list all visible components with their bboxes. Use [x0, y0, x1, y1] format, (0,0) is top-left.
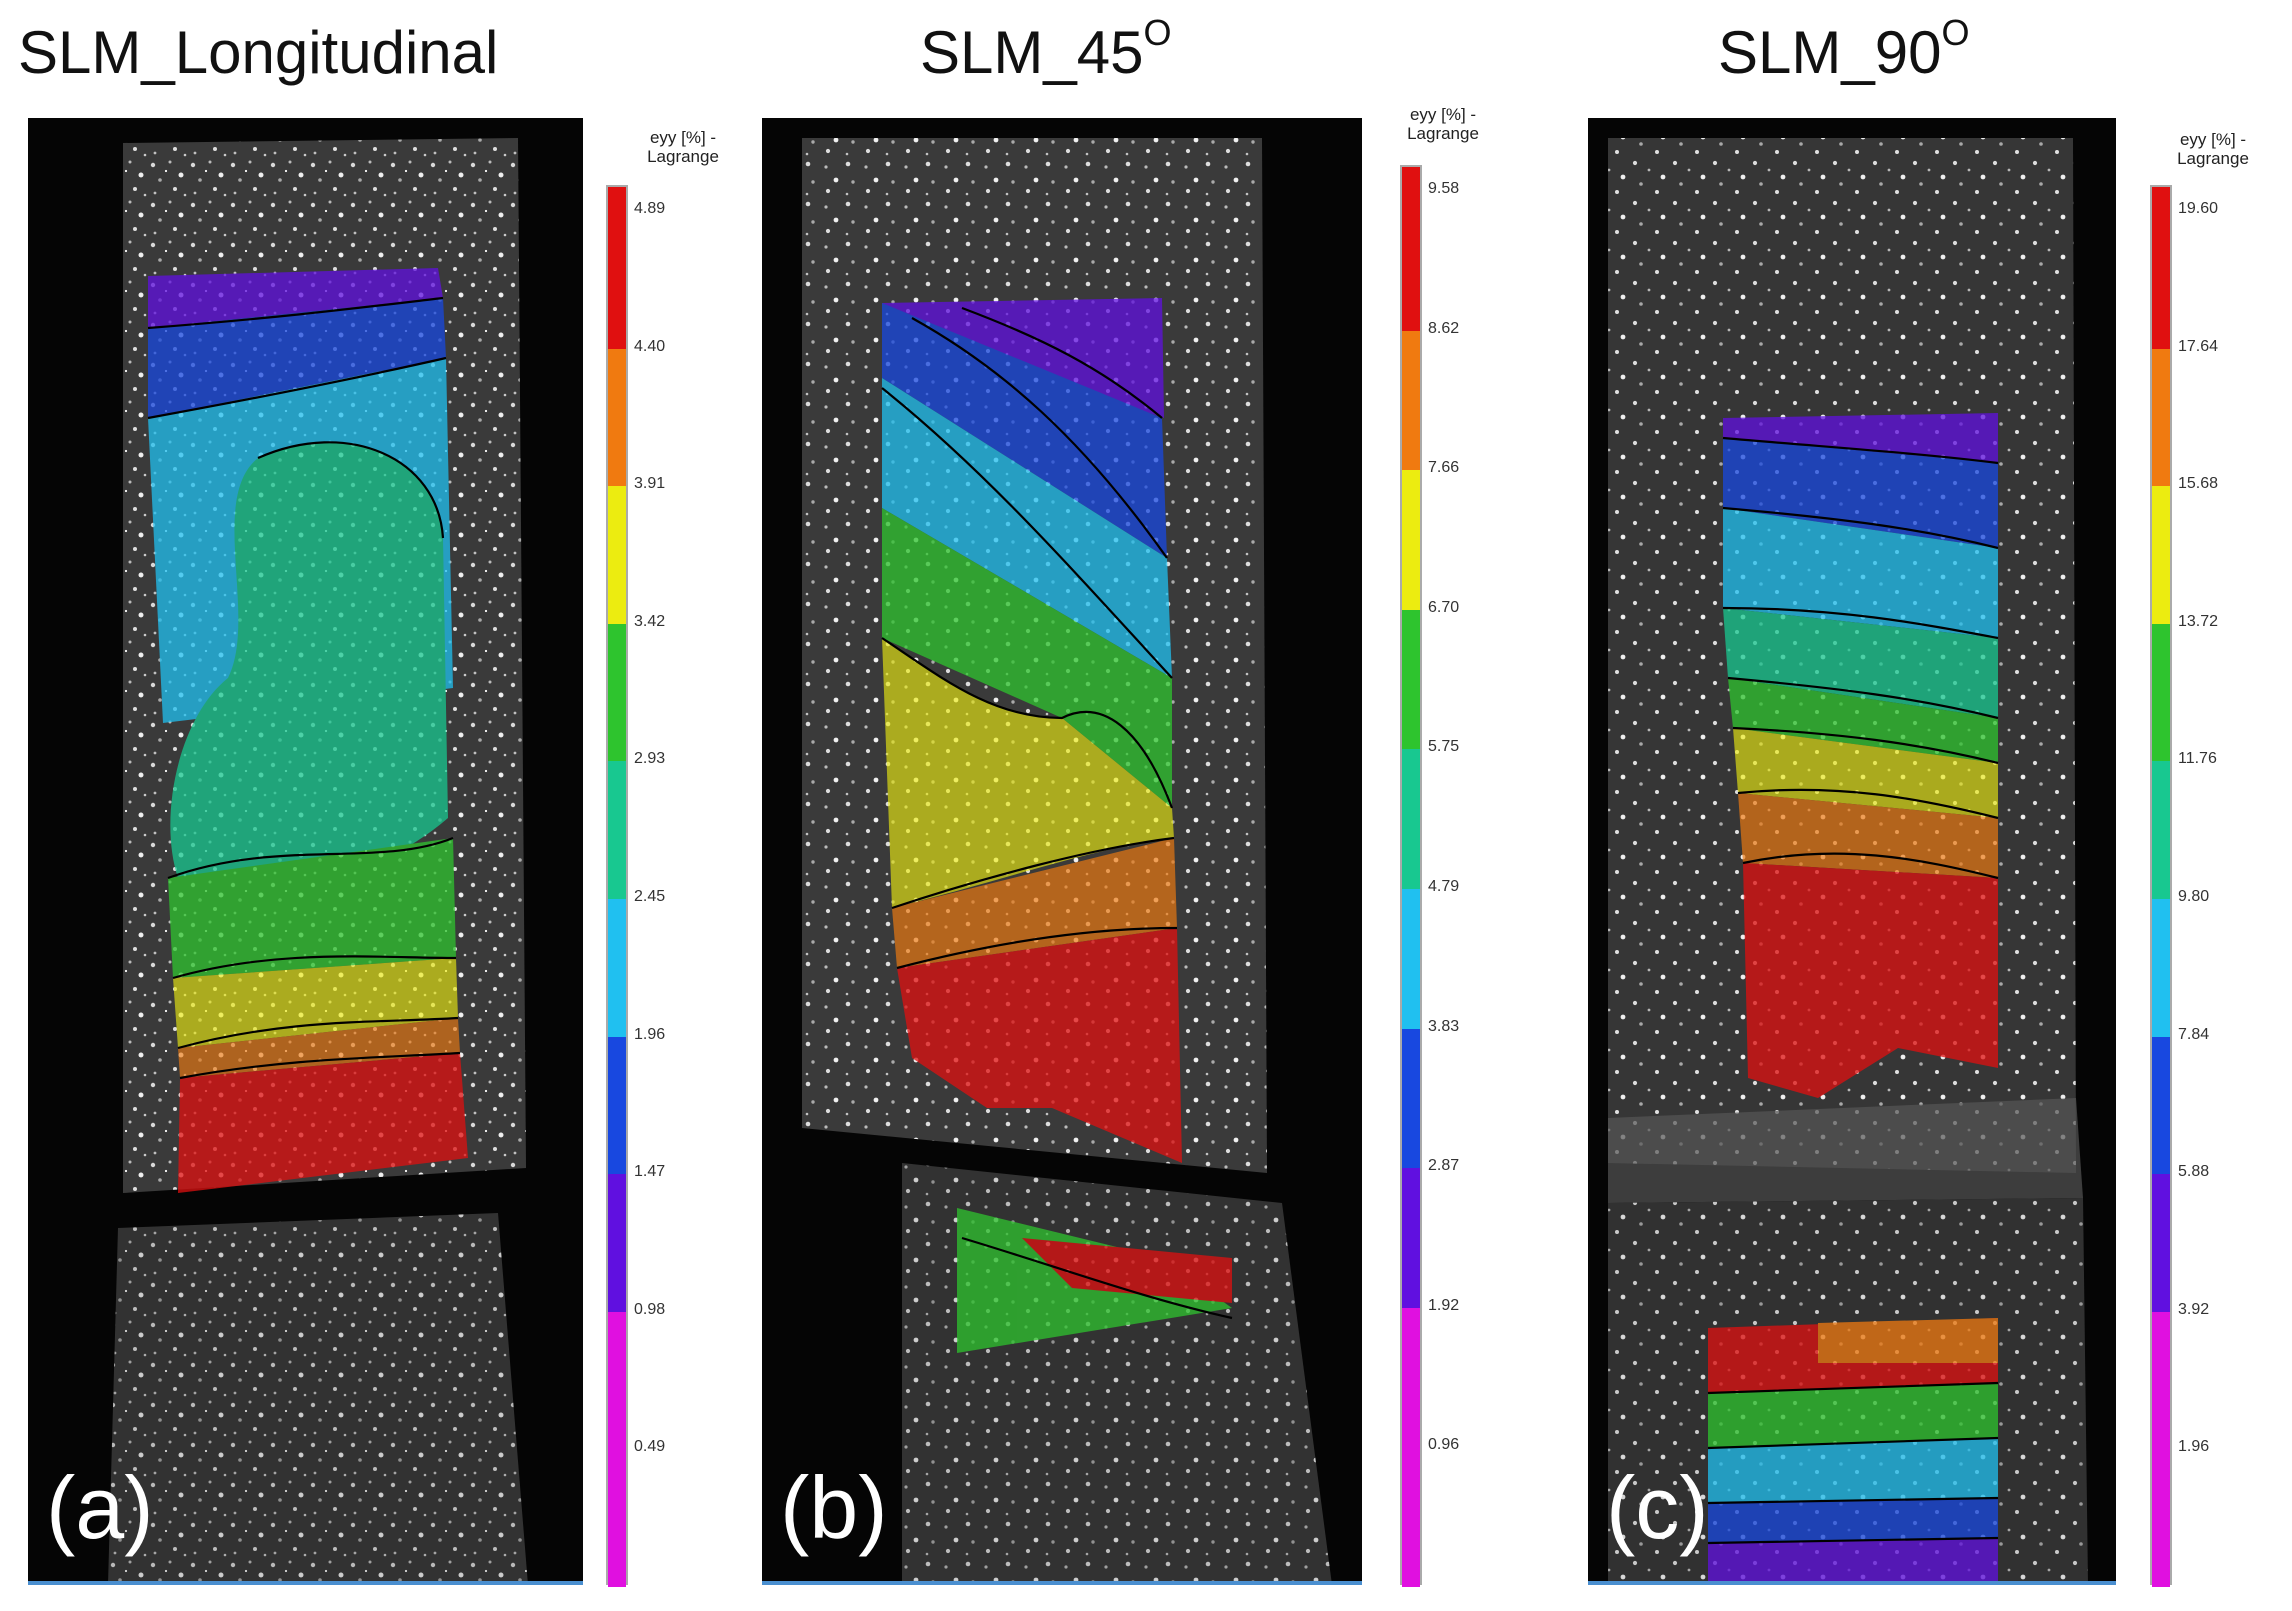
colorbar-segment	[1402, 1307, 1420, 1448]
panel-c-colorbar	[2150, 185, 2172, 1587]
colorbar-tick-label: 2.87	[1428, 1157, 1460, 1175]
colorbar-tick-label: 15.68	[2178, 475, 2219, 493]
contour-lines	[881, 306, 1233, 1320]
contour-overlay	[1708, 413, 1998, 1585]
panel-a-colorbar-title: eyy [%] - Lagrange	[647, 128, 719, 166]
colorbar-segment	[2152, 761, 2170, 899]
colorbar-tick-label: 9.80	[2178, 888, 2210, 905]
colorbar-segment	[608, 1449, 626, 1587]
colorbar-segment-top	[2152, 187, 2170, 211]
colorbar-segment	[608, 1036, 626, 1175]
colorbar-tick-label: 6.70	[1428, 598, 1460, 616]
colorbar-tick-label: 4.89	[634, 200, 666, 217]
panel-a-strain-image: (a)	[28, 118, 583, 1585]
colorbar-segment	[2152, 348, 2170, 487]
colorbar-segment	[2152, 1311, 2170, 1450]
colorbar-tick-label: 0.96	[1428, 1436, 1460, 1454]
colorbar-segment	[2152, 1036, 2170, 1175]
colorbar-tick-label: 4.79	[1428, 878, 1460, 895]
colorbar-segment	[608, 348, 626, 487]
colorbar-tick-label: 1.96	[634, 1025, 666, 1043]
colorbar-tick-label: 13.72	[2178, 612, 2219, 630]
colorbar-segment	[2152, 1174, 2170, 1312]
panel-a-label: (a)	[46, 1458, 154, 1557]
panel-b-bottom-line	[762, 1581, 1362, 1585]
panel-b-colorbar-title: eyy [%] - Lagrange	[1407, 105, 1479, 143]
colorbar-segment	[1402, 889, 1420, 1029]
panel-c-title: SLM_90O	[1718, 12, 1970, 86]
colorbar-segment	[1402, 1447, 1420, 1587]
colorbar-segment	[1402, 1168, 1420, 1308]
panel-c-colorbar-title: eyy [%] - Lagrange	[2177, 130, 2249, 168]
colorbar-tick-label: 7.66	[1428, 459, 1460, 477]
colorbar-segment	[2152, 899, 2170, 1037]
colorbar-segment	[2152, 486, 2170, 624]
colorbar-segment	[1402, 470, 1420, 610]
colorbar-tick-label: 5.75	[1428, 738, 1460, 756]
colorbar-segment	[1402, 191, 1420, 331]
colorbar-tick-label: 19.60	[2178, 200, 2219, 217]
colorbar-tick-label: 4.40	[634, 337, 666, 355]
panel-a-title: SLM_Longitudinal	[18, 19, 499, 86]
colorbar-segment	[2152, 623, 2170, 762]
colorbar-tick-label: 17.64	[2178, 337, 2219, 355]
colorbar-tick-label: 3.83	[1428, 1017, 1460, 1035]
colorbar-segment-top	[608, 187, 626, 211]
colorbar-tick-label: 3.91	[634, 475, 666, 493]
contour-lines	[147, 296, 461, 1080]
colorbar-tick-label: 1.96	[2178, 1438, 2210, 1456]
panel-c-strain-image: (c)	[1588, 118, 2116, 1585]
panel-b-specimen-svg	[802, 138, 1332, 1585]
colorbar-tick-label: 11.76	[2178, 750, 2217, 768]
colorbar-segment	[608, 486, 626, 624]
contour-overlay	[882, 298, 1232, 1353]
contour-lines	[1707, 436, 1999, 1545]
colorbar-tick-label: 1.92	[1428, 1296, 1460, 1314]
panel-a-colorbar	[606, 185, 628, 1587]
colorbar-tick-label: 3.42	[634, 612, 666, 630]
panel-b-colorbar	[1400, 165, 1422, 1587]
colorbar-segment	[1402, 1028, 1420, 1169]
colorbar-segment-top	[1402, 167, 1420, 191]
panel-b-strain-image: (b)	[762, 118, 1362, 1585]
colorbar-segment	[1402, 609, 1420, 750]
panel-b-title: SLM_45O	[920, 12, 1172, 86]
colorbar-tick-label: 2.93	[634, 750, 666, 768]
colorbar-segment	[608, 1174, 626, 1312]
colorbar-tick-label: 1.47	[634, 1163, 666, 1181]
colorbar-segment	[2152, 1449, 2170, 1587]
panel-c-bottom-line	[1588, 1581, 2116, 1585]
colorbar-tick-label: 5.88	[2178, 1163, 2210, 1181]
panel-a-specimen-svg	[108, 138, 528, 1585]
colorbar-tick-label: 7.84	[2178, 1025, 2210, 1043]
colorbar-segment	[608, 211, 626, 349]
colorbar-segment	[608, 1311, 626, 1450]
specimen-lower	[108, 1213, 528, 1585]
colorbar-tick-label: 9.58	[1428, 180, 1460, 197]
panel-c-label: (c)	[1606, 1458, 1709, 1557]
colorbar-segment	[2152, 211, 2170, 349]
panel-b-label: (b)	[780, 1458, 888, 1557]
contour-overlay	[148, 268, 468, 1193]
panel-c-specimen-svg	[1608, 138, 2088, 1585]
colorbar-segment	[608, 899, 626, 1037]
colorbar-tick-label: 3.92	[2178, 1300, 2210, 1318]
colorbar-segment	[608, 623, 626, 762]
colorbar-tick-label: 0.49	[634, 1438, 666, 1456]
colorbar-segment	[1402, 749, 1420, 889]
colorbar-segment	[608, 761, 626, 899]
panel-a-bottom-line	[28, 1581, 583, 1585]
colorbar-tick-label: 8.62	[1428, 319, 1460, 337]
colorbar-segment	[1402, 330, 1420, 471]
colorbar-tick-label: 0.98	[634, 1300, 666, 1318]
colorbar-tick-label: 2.45	[634, 888, 666, 905]
